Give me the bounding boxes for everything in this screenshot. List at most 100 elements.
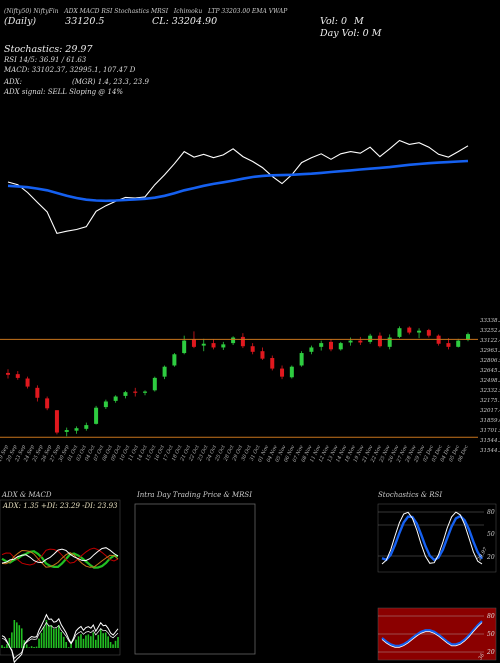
candle-body	[201, 343, 206, 346]
stochastics-line: Stochastics: 29.97	[4, 44, 93, 55]
indicator-panels: ADX: 1.35 +DI: 23.29 -DI: 23.93 80 50 20…	[0, 499, 497, 663]
candle-body	[221, 344, 226, 348]
candle-body	[54, 410, 59, 433]
candle	[260, 347, 265, 360]
indicator-overlay	[7, 139, 469, 235]
macd-bar	[57, 625, 60, 648]
candle	[319, 340, 324, 351]
daily-label: (Daily)	[4, 16, 37, 27]
candle-body	[348, 340, 353, 343]
date-line: (Daily) 33120.5	[4, 16, 104, 27]
candle	[368, 333, 373, 344]
candle	[182, 335, 187, 355]
close-label: CL: 33204.90	[152, 16, 218, 27]
macd-line	[1, 613, 119, 663]
candle-body	[6, 372, 10, 375]
candle-body	[15, 374, 20, 378]
candle	[348, 337, 353, 346]
macd-bar	[25, 644, 28, 648]
candle-body	[152, 377, 157, 391]
candle-body	[250, 346, 255, 352]
candle-body	[240, 336, 245, 347]
macd-bar	[80, 634, 82, 648]
level-lines	[0, 338, 478, 438]
candle-body	[289, 366, 294, 378]
adx-values: ADX: 1.35 +DI: 23.29 -DI: 23.93	[2, 502, 118, 510]
close-line	[7, 139, 469, 235]
candle-body	[446, 343, 451, 347]
stoch-tick-50: 50	[487, 531, 495, 538]
candle-body	[191, 339, 196, 347]
candle	[436, 334, 441, 346]
macd-bar	[75, 639, 77, 648]
candle-body	[280, 368, 285, 377]
adx-series-2	[1, 549, 119, 568]
candle	[143, 390, 148, 396]
candle	[94, 405, 99, 425]
candle	[201, 338, 206, 352]
candle	[328, 339, 333, 352]
candle-body	[133, 391, 138, 393]
rsi-tick-80: 80	[487, 613, 495, 620]
macd-bar	[55, 628, 58, 648]
adx-lines	[1, 547, 119, 569]
candle-body	[270, 358, 275, 369]
macd-bar	[16, 622, 18, 648]
macd-bar	[67, 647, 70, 648]
macd-bar	[18, 625, 21, 648]
ticker-3: Ichimoku	[173, 8, 203, 15]
candle-body	[397, 328, 402, 337]
macd-bar	[109, 642, 112, 648]
candle-body	[162, 366, 167, 377]
macd-bar	[43, 626, 45, 648]
macd-line: MACD: 33102.37, 32995.1, 107.47 D	[4, 66, 136, 74]
rsi-line: RSI 14/5: 36.91 / 61.63	[4, 56, 87, 64]
macd-histogram	[1, 613, 119, 663]
price-tick: 31859.67	[480, 418, 500, 424]
price-tick: 31544.23	[480, 448, 500, 454]
day-vol: Day Vol: 0 M	[320, 28, 382, 39]
candle	[309, 345, 314, 355]
price-tick: 32645.3	[480, 368, 500, 374]
candle	[172, 353, 177, 367]
macd-bar	[3, 646, 6, 648]
macd-bar	[28, 647, 30, 648]
candle	[221, 341, 226, 350]
candle	[240, 333, 245, 349]
macd-bar	[94, 639, 97, 648]
candle-body	[338, 343, 343, 350]
stoch-tick-20: 20	[486, 554, 495, 561]
candle-body	[45, 398, 50, 409]
vol-unit: M	[354, 16, 364, 27]
vol-text: Vol: 0	[320, 16, 348, 27]
stochastics-lines	[378, 511, 484, 565]
price-tick: 33252.85	[480, 328, 500, 334]
adx-panel-frame	[0, 499, 121, 656]
candle	[84, 422, 89, 431]
candle	[466, 332, 470, 342]
macd-bar	[65, 642, 67, 648]
macd-bar	[53, 629, 55, 648]
ticker-2: ADX MACD RSI Stochastics MRSI	[64, 8, 169, 15]
adx-series-3	[1, 547, 119, 564]
candle	[397, 326, 402, 339]
rsi-line	[381, 620, 483, 647]
macd-bar	[60, 632, 63, 648]
stoch-k-line	[381, 511, 483, 565]
candle-body	[35, 387, 40, 398]
macd-bar	[30, 646, 33, 648]
candle-body	[113, 396, 118, 401]
candle-body	[426, 330, 431, 336]
candle	[45, 396, 50, 411]
price-tick: 32806.93	[480, 358, 500, 364]
macd-bar	[112, 644, 114, 648]
candle-body	[358, 340, 363, 343]
macd-bar	[77, 636, 80, 648]
macd-bar	[48, 625, 50, 648]
adx-line: ADX:	[4, 78, 23, 86]
intraday-panel-title: Intra Day Trading Price & MRSI	[137, 491, 252, 499]
candle	[358, 336, 363, 345]
signal-line: ADX signal: SELL Sloping @ 14%	[4, 88, 124, 96]
candle-body	[94, 407, 99, 424]
